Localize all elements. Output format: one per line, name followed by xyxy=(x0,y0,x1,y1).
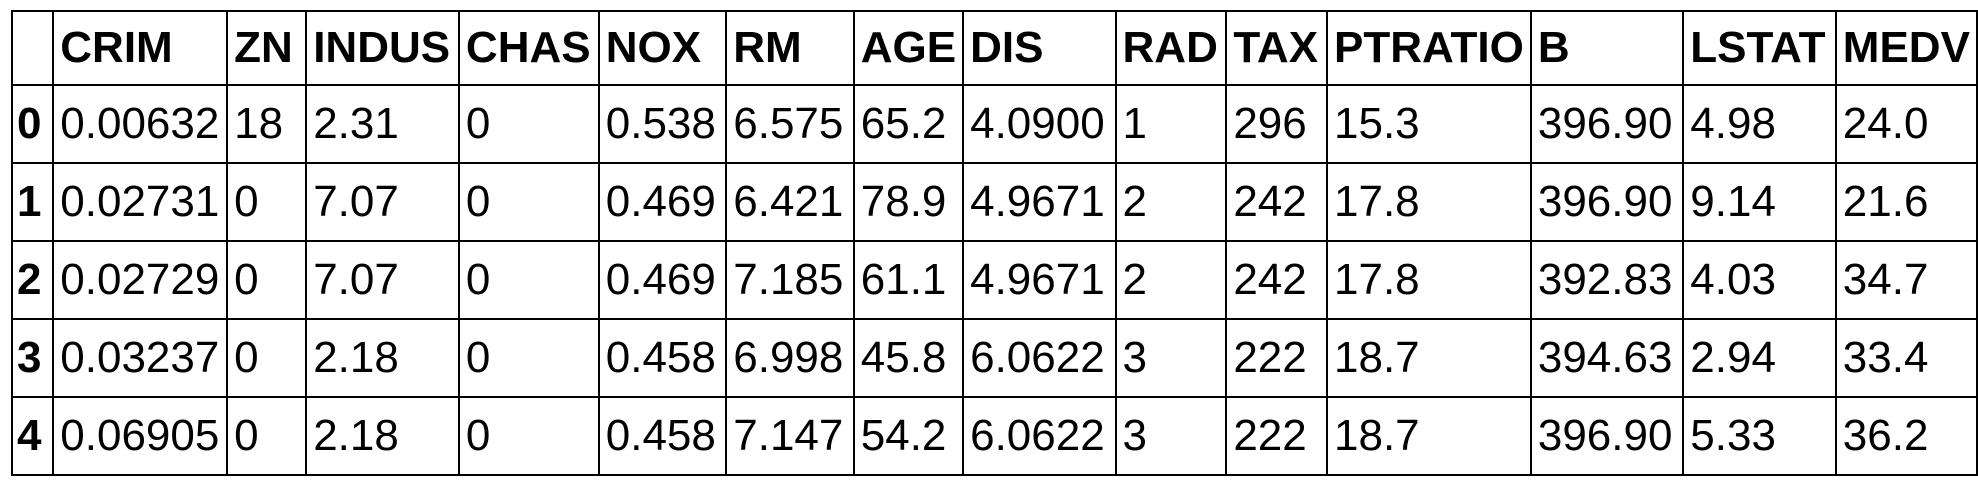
cell-indus: 2.18 xyxy=(305,396,460,476)
row-index: 4 xyxy=(10,396,55,476)
cell-ptratio: 15.3 xyxy=(1326,84,1532,164)
cell-lstat: 4.03 xyxy=(1682,240,1837,320)
cell-chas: 0 xyxy=(457,318,600,398)
cell-tax: 242 xyxy=(1225,240,1329,320)
cell-nox: 0.469 xyxy=(597,240,728,320)
cell-ptratio: 18.7 xyxy=(1326,396,1532,476)
dataframe-table: CRIM ZN INDUS CHAS NOX RM AGE DIS RAD TA… xyxy=(10,10,1978,476)
cell-rm: 6.575 xyxy=(725,84,855,164)
column-header-crim: CRIM xyxy=(52,10,229,86)
cell-rad: 3 xyxy=(1114,318,1228,398)
cell-tax: 222 xyxy=(1225,318,1329,398)
table-row: 3 0.03237 0 2.18 0 0.458 6.998 45.8 6.06… xyxy=(10,318,1978,398)
cell-medv: 24.0 xyxy=(1834,84,1978,164)
cell-rm: 7.185 xyxy=(725,240,855,320)
cell-lstat: 9.14 xyxy=(1682,162,1837,242)
cell-tax: 242 xyxy=(1225,162,1329,242)
cell-ptratio: 18.7 xyxy=(1326,318,1532,398)
cell-lstat: 2.94 xyxy=(1682,318,1837,398)
column-header-lstat: LSTAT xyxy=(1682,10,1837,86)
cell-crim: 0.02731 xyxy=(52,162,229,242)
row-index: 1 xyxy=(10,162,55,242)
cell-age: 45.8 xyxy=(852,318,965,398)
cell-dis: 6.0622 xyxy=(962,396,1117,476)
column-header-zn: ZN xyxy=(226,10,308,86)
cell-b: 392.83 xyxy=(1529,240,1685,320)
cell-zn: 18 xyxy=(226,84,308,164)
table-row: 4 0.06905 0 2.18 0 0.458 7.147 54.2 6.06… xyxy=(10,396,1978,476)
cell-medv: 21.6 xyxy=(1834,162,1978,242)
cell-rm: 6.998 xyxy=(725,318,855,398)
cell-rm: 6.421 xyxy=(725,162,855,242)
cell-crim: 0.03237 xyxy=(52,318,229,398)
row-index: 3 xyxy=(10,318,55,398)
cell-zn: 0 xyxy=(226,162,308,242)
header-row: CRIM ZN INDUS CHAS NOX RM AGE DIS RAD TA… xyxy=(10,10,1978,86)
cell-ptratio: 17.8 xyxy=(1326,240,1532,320)
table-row: 0 0.00632 18 2.31 0 0.538 6.575 65.2 4.0… xyxy=(10,84,1978,164)
cell-crim: 0.06905 xyxy=(52,396,229,476)
table-row: 1 0.02731 0 7.07 0 0.469 6.421 78.9 4.96… xyxy=(10,162,1978,242)
cell-nox: 0.458 xyxy=(597,396,728,476)
cell-age: 54.2 xyxy=(852,396,965,476)
row-index: 0 xyxy=(10,84,55,164)
cell-nox: 0.469 xyxy=(597,162,728,242)
column-header-nox: NOX xyxy=(597,10,728,86)
cell-rm: 7.147 xyxy=(725,396,855,476)
column-header-medv: MEDV xyxy=(1834,10,1978,86)
cell-indus: 2.31 xyxy=(305,84,460,164)
cell-lstat: 5.33 xyxy=(1682,396,1837,476)
cell-lstat: 4.98 xyxy=(1682,84,1837,164)
column-header-b: B xyxy=(1529,10,1685,86)
cell-chas: 0 xyxy=(457,240,600,320)
cell-zn: 0 xyxy=(226,396,308,476)
column-header-rad: RAD xyxy=(1114,10,1228,86)
cell-zn: 0 xyxy=(226,318,308,398)
cell-chas: 0 xyxy=(457,84,600,164)
cell-age: 78.9 xyxy=(852,162,965,242)
cell-zn: 0 xyxy=(226,240,308,320)
index-header xyxy=(10,10,55,86)
cell-dis: 4.9671 xyxy=(962,162,1117,242)
cell-medv: 34.7 xyxy=(1834,240,1978,320)
cell-indus: 2.18 xyxy=(305,318,460,398)
cell-b: 396.90 xyxy=(1529,396,1685,476)
cell-age: 65.2 xyxy=(852,84,965,164)
cell-crim: 0.00632 xyxy=(52,84,229,164)
cell-b: 396.90 xyxy=(1529,84,1685,164)
cell-tax: 222 xyxy=(1225,396,1329,476)
cell-b: 394.63 xyxy=(1529,318,1685,398)
column-header-rm: RM xyxy=(725,10,855,86)
cell-chas: 0 xyxy=(457,162,600,242)
cell-rad: 1 xyxy=(1114,84,1228,164)
row-index: 2 xyxy=(10,240,55,320)
cell-b: 396.90 xyxy=(1529,162,1685,242)
column-header-chas: CHAS xyxy=(457,10,600,86)
cell-chas: 0 xyxy=(457,396,600,476)
cell-rad: 3 xyxy=(1114,396,1228,476)
table-row: 2 0.02729 0 7.07 0 0.469 7.185 61.1 4.96… xyxy=(10,240,1978,320)
cell-medv: 36.2 xyxy=(1834,396,1978,476)
cell-rad: 2 xyxy=(1114,240,1228,320)
cell-nox: 0.458 xyxy=(597,318,728,398)
dataframe-table-container: CRIM ZN INDUS CHAS NOX RM AGE DIS RAD TA… xyxy=(10,10,1978,476)
column-header-age: AGE xyxy=(852,10,965,86)
cell-dis: 4.0900 xyxy=(962,84,1117,164)
cell-age: 61.1 xyxy=(852,240,965,320)
column-header-dis: DIS xyxy=(962,10,1117,86)
column-header-ptratio: PTRATIO xyxy=(1326,10,1532,86)
cell-tax: 296 xyxy=(1225,84,1329,164)
table-body: 0 0.00632 18 2.31 0 0.538 6.575 65.2 4.0… xyxy=(10,84,1978,476)
cell-indus: 7.07 xyxy=(305,240,460,320)
column-header-indus: INDUS xyxy=(305,10,460,86)
cell-dis: 4.9671 xyxy=(962,240,1117,320)
cell-crim: 0.02729 xyxy=(52,240,229,320)
cell-rad: 2 xyxy=(1114,162,1228,242)
cell-nox: 0.538 xyxy=(597,84,728,164)
cell-dis: 6.0622 xyxy=(962,318,1117,398)
cell-ptratio: 17.8 xyxy=(1326,162,1532,242)
column-header-tax: TAX xyxy=(1225,10,1329,86)
cell-indus: 7.07 xyxy=(305,162,460,242)
cell-medv: 33.4 xyxy=(1834,318,1978,398)
